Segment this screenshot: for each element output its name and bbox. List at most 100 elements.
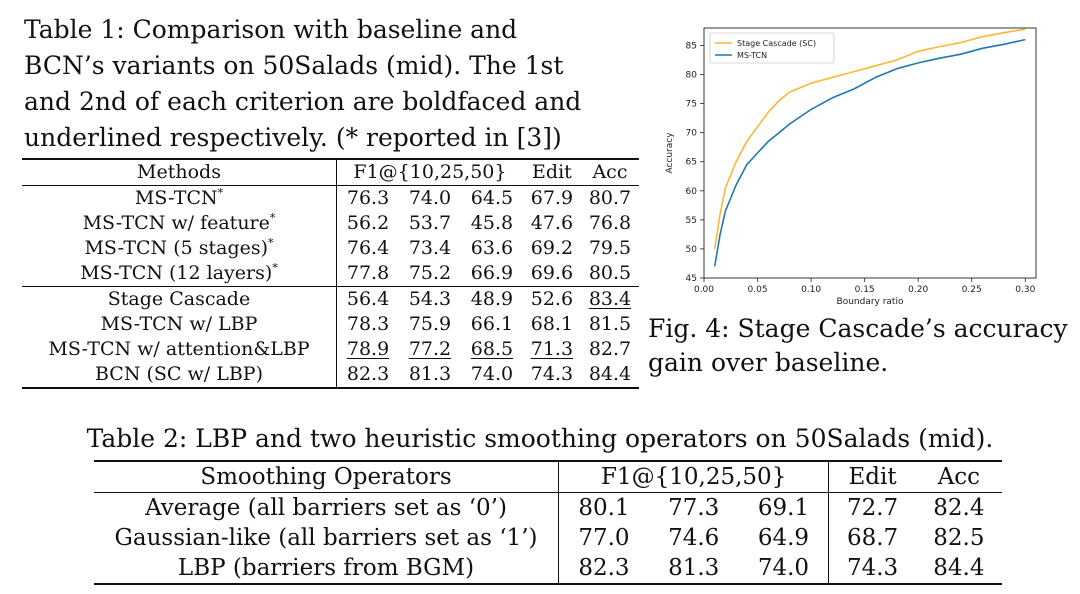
acc-cell-best: 84.4	[580, 362, 639, 389]
f1-25-cell: 54.3	[408, 288, 452, 310]
f1-10-cell: 77.8	[336, 261, 400, 287]
figure4-caption-line: gain over baseline.	[648, 348, 889, 377]
f1-50-cell: 66.9	[460, 261, 523, 287]
figure4-caption-line: Fig. 4: Stage Cascade’s accuracy	[648, 314, 1068, 343]
table-row: Average (all barriers set as ‘0’) 80.1 7…	[94, 492, 1002, 523]
acc-cell-best: 84.4	[915, 553, 1002, 585]
f1-10-cell: 76.3	[346, 187, 390, 209]
f1-10-cell: 56.4	[346, 288, 390, 310]
table-row: LBP (barriers from BGM) 82.3 81.3 74.0 7…	[94, 553, 1002, 585]
x-tick-label: 0.00	[694, 285, 714, 295]
f1-50-cell: 48.9	[470, 288, 514, 310]
edit-cell: 67.9	[530, 187, 574, 209]
table-row: Stage Cascade 56.4 54.3 48.9 52.6 83.4	[22, 286, 639, 312]
y-tick-label: 60	[686, 187, 698, 197]
f1-50-cell: 64.9	[738, 523, 830, 553]
f1-50-cell-second-best: 68.5	[470, 338, 514, 360]
table1-header-acc: Acc	[592, 161, 628, 183]
reported-mark: *	[217, 186, 224, 200]
edit-cell-best: 74.3	[828, 553, 916, 585]
f1-50-cell: 45.8	[470, 212, 514, 234]
f1-50-cell: 63.6	[470, 237, 514, 259]
f1-10-cell-best: 82.3	[558, 553, 649, 585]
edit-cell-best: 74.3	[522, 362, 581, 389]
acc-cell: 80.5	[580, 261, 639, 287]
method-cell: MS-TCN w/ feature*	[22, 211, 337, 236]
table1-caption-line: BCN’s variants on 50Salads (mid). The 1s…	[24, 51, 564, 80]
method-name: MS-TCN (12 layers)	[80, 262, 273, 284]
operator-cell: LBP (barriers from BGM)	[94, 553, 559, 585]
figure4-chart: 0.00 0.05 0.10 0.15 0.20 0.25 0.30 45 50 55 60 65 70…	[654, 16, 1046, 307]
f1-10-cell: 78.3	[346, 313, 390, 335]
table1-caption: Table 1: Comparison with baseline and BC…	[24, 12, 606, 156]
f1-25-cell: 73.4	[408, 237, 452, 259]
x-tick-label: 0.30	[1015, 285, 1035, 295]
method-name: MS-TCN (5 stages)	[84, 237, 269, 259]
table-row: MS-TCN w/ LBP 78.3 75.9 66.1 68.1 81.5	[22, 312, 639, 337]
y-tick-label: 65	[686, 158, 697, 168]
acc-cell: 82.5	[933, 525, 985, 551]
table1-caption-line: underlined respectively. (* reported in …	[24, 123, 562, 152]
method-name: MS-TCN w/ feature	[82, 212, 270, 234]
y-tick-label: 85	[686, 41, 697, 51]
acc-cell: 81.5	[588, 313, 632, 335]
f1-25-cell: 74.6	[668, 525, 720, 551]
y-axis-label: Accuracy	[665, 132, 675, 174]
f1-10-cell: 56.2	[346, 212, 390, 234]
table-row: MS-TCN (12 layers)* 77.8 75.2 66.9 69.6 …	[22, 261, 639, 287]
table1-header-row: Methods F1@{10,25,50} Edit Acc	[22, 159, 639, 186]
method-cell: BCN (SC w/ LBP)	[22, 362, 337, 389]
method-cell: MS-TCN*	[22, 185, 337, 211]
method-cell: MS-TCN w/ attention&LBP	[22, 337, 337, 362]
acc-cell: 80.7	[588, 187, 632, 209]
table-row: BCN (SC w/ LBP) 82.3 81.3 74.0 74.3 84.4	[22, 362, 639, 389]
f1-25-cell-second-best: 77.2	[408, 338, 452, 360]
method-cell: MS-TCN (12 layers)*	[22, 261, 337, 287]
edit-cell: 52.6	[530, 288, 574, 310]
table2-header-acc: Acc	[937, 464, 981, 490]
f1-25-cell-best: 81.3	[399, 362, 461, 389]
edit-cell: 69.6	[522, 261, 581, 287]
reported-mark: *	[269, 211, 276, 225]
method-cell: MS-TCN (5 stages)*	[22, 236, 337, 261]
edit-cell: 72.7	[846, 495, 899, 521]
f1-10-cell-second-best: 78.9	[346, 338, 390, 360]
series-line-stage-cascade	[713, 28, 1026, 250]
x-tick-label: 0.20	[908, 285, 928, 295]
table1-caption-line: and 2nd of each criterion are boldfaced …	[24, 87, 582, 116]
table2-caption: Table 2: LBP and two heuristic smoothing…	[86, 424, 994, 453]
f1-10-cell-best: 82.3	[336, 362, 400, 389]
table1-header-edit: Edit	[532, 161, 572, 183]
f1-10-cell: 77.0	[578, 525, 630, 551]
x-tick-label: 0.15	[855, 285, 875, 295]
f1-50-cell-best: 74.0	[460, 362, 523, 389]
edit-cell: 69.2	[530, 237, 574, 259]
f1-25-cell: 53.7	[408, 212, 452, 234]
y-tick-label: 80	[686, 71, 698, 81]
acc-cell: 82.7	[588, 338, 632, 360]
x-tick-label: 0.05	[748, 285, 768, 295]
legend-box	[709, 32, 835, 64]
operator-cell: Average (all barriers set as ‘0’)	[94, 492, 559, 523]
table2-header-operators: Smoothing Operators	[94, 461, 559, 493]
x-axis-label: Boundary ratio	[837, 297, 904, 306]
table-row: MS-TCN w/ feature* 56.2 53.7 45.8 47.6 7…	[22, 211, 639, 236]
f1-50-cell: 69.1	[738, 492, 830, 523]
plot-frame	[703, 27, 1037, 279]
acc-cell-second-best: 83.4	[588, 288, 632, 310]
y-tick-label: 70	[686, 129, 698, 139]
f1-25-cell-best: 81.3	[648, 553, 739, 585]
f1-10-cell: 80.1	[578, 495, 630, 521]
method-cell: MS-TCN w/ LBP	[22, 312, 337, 337]
operator-cell: Gaussian-like (all barriers set as ‘1’)	[94, 523, 559, 553]
legend-label: Stage Cascade (SC)	[737, 39, 816, 48]
edit-cell-second-best: 71.3	[530, 338, 574, 360]
table1-header-f1: F1@{10,25,50}	[353, 161, 507, 183]
acc-cell: 79.5	[588, 237, 632, 259]
table1-header-methods: Methods	[22, 159, 337, 186]
legend-label: MS-TCN	[737, 51, 767, 60]
f1-25-cell: 74.0	[408, 187, 452, 209]
chart-legend: Stage Cascade (SC) MS-TCN	[709, 32, 835, 64]
edit-cell: 68.7	[846, 525, 899, 551]
edit-cell: 68.1	[530, 313, 574, 335]
